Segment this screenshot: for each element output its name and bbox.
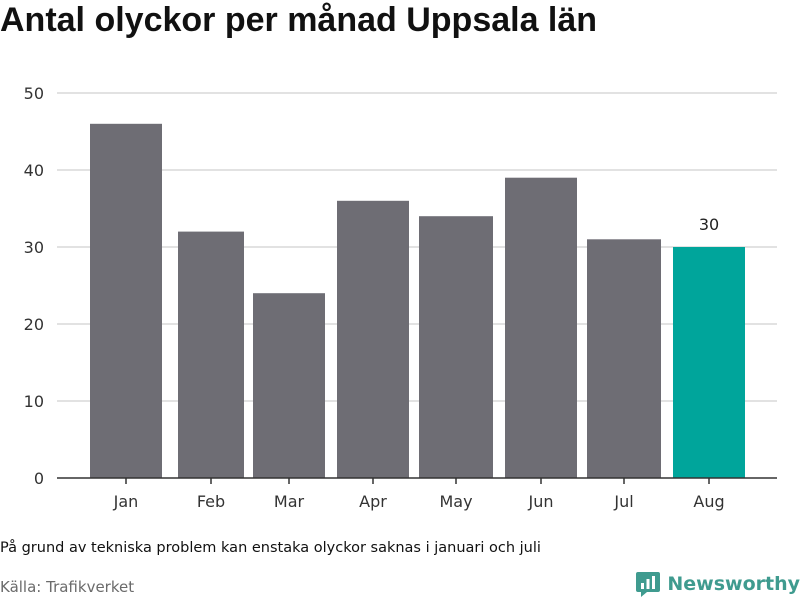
x-tick-label-apr: Apr [359,492,387,511]
bar-jul [587,239,661,478]
newsworthy-brand: Newsworthy [635,568,800,600]
y-tick-label: 10 [24,392,44,411]
source-credit: Källa: Trafikverket [0,578,135,596]
x-tick-label-may: May [439,492,472,511]
y-tick-label: 50 [24,84,44,103]
bar-apr [337,200,409,479]
bars [90,123,745,479]
data-labels: 30 [699,215,719,234]
data-label-aug: 30 [699,215,719,234]
bar-feb [178,231,244,478]
x-axis-ticks: Jan Feb Mar Apr May Jun Jul Aug [113,478,725,511]
y-axis-ticks: 0 10 20 30 40 50 [24,84,44,488]
bar-chart: 0 10 20 30 40 50 Jan Feb Mar Apr May Jun Jul Aug 30 [24,84,777,511]
x-tick-label-jan: Jan [113,492,139,511]
chart-title: Antal olyckor per månad Uppsala län [0,1,598,39]
x-tick-label-jun: Jun [528,492,554,511]
bar-jun [505,177,577,478]
newsworthy-logo-icon [636,572,661,597]
y-tick-label: 30 [24,238,44,257]
bar-aug [673,247,745,478]
bar-mar [253,293,325,478]
y-tick-label: 20 [24,315,44,334]
bar-jan [90,123,162,479]
y-tick-label: 0 [34,469,44,488]
y-gridlines [57,92,777,402]
brand-name: Newsworthy [667,573,800,595]
footnote: På grund av tekniska problem kan enstaka… [0,540,541,556]
x-tick-label-mar: Mar [274,492,305,511]
x-tick-label-aug: Aug [693,492,724,511]
bar-may [419,216,493,478]
x-tick-label-feb: Feb [197,492,225,511]
x-tick-label-jul: Jul [613,492,633,511]
y-tick-label: 40 [24,161,44,180]
